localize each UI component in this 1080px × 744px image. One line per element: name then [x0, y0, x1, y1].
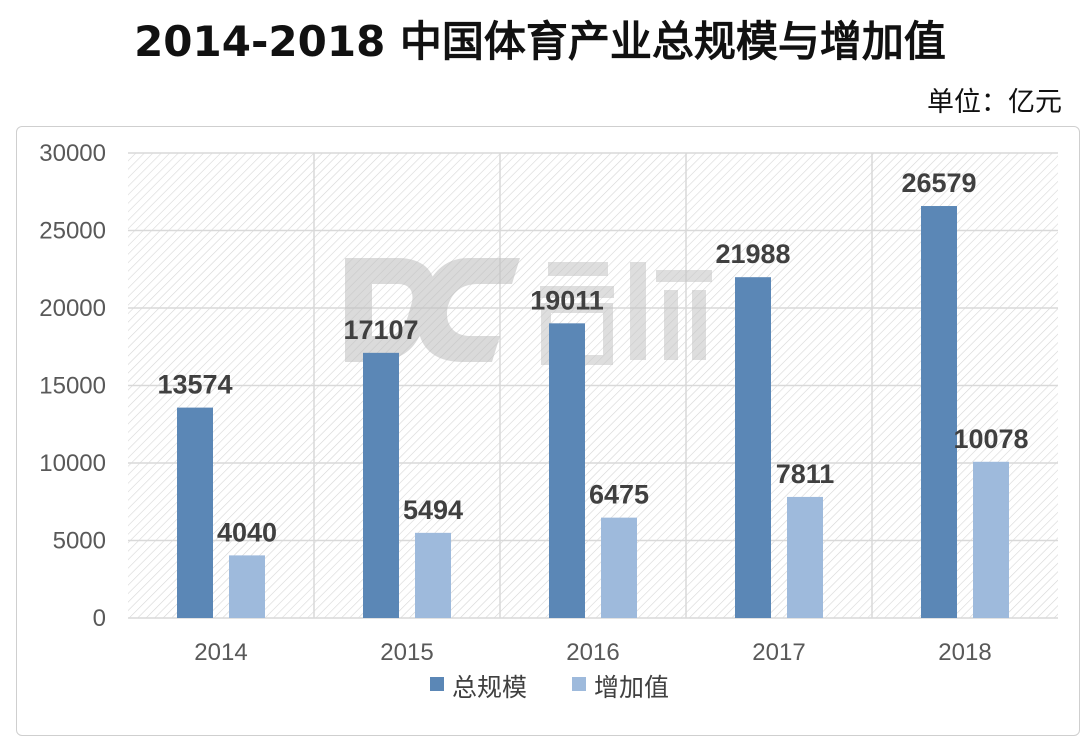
bar-value-added — [415, 532, 451, 618]
y-tick-label: 5000 — [53, 528, 106, 555]
bars — [177, 206, 1009, 618]
y-tick-label: 20000 — [39, 295, 106, 322]
bar-total-scale — [549, 323, 585, 618]
y-tick-label: 0 — [93, 605, 106, 632]
data-labels: 13574 4040 17107 5494 19011 6475 21988 7811 2657… — [157, 168, 1028, 547]
bar-value-added — [601, 517, 637, 618]
y-tick-label: 10000 — [39, 450, 106, 477]
x-axis-ticks: 2014 2015 2016 2017 2018 — [194, 639, 991, 666]
data-label: 17107 — [343, 315, 418, 345]
watermark-logo — [345, 258, 712, 365]
unit-label: 单位：亿元 — [927, 87, 1062, 118]
data-label: 7811 — [776, 459, 835, 489]
gridlines — [128, 152, 1058, 619]
data-label: 5494 — [403, 495, 463, 525]
y-tick-label: 30000 — [39, 140, 106, 167]
data-label: 10078 — [953, 424, 1028, 454]
x-tick-label: 2018 — [938, 639, 991, 666]
legend-swatch — [430, 677, 444, 691]
x-tick-label: 2016 — [566, 639, 619, 666]
bar-value-added — [229, 555, 265, 618]
data-label: 21988 — [715, 239, 790, 269]
data-label: 6475 — [589, 480, 649, 510]
bar-value-added — [787, 496, 823, 618]
y-tick-label: 25000 — [39, 218, 106, 245]
x-tick-label: 2017 — [752, 639, 805, 666]
bar-total-scale — [921, 206, 957, 618]
legend: 总规模 增加值 — [430, 673, 669, 702]
data-label: 19011 — [530, 285, 604, 315]
data-label: 13574 — [157, 370, 232, 400]
x-tick-label: 2015 — [380, 639, 433, 666]
bar-total-scale — [177, 407, 213, 618]
y-axis-ticks: 0 5000 10000 15000 20000 25000 30000 — [39, 140, 106, 632]
legend-label: 总规模 — [452, 673, 527, 702]
bar-value-added — [973, 461, 1009, 618]
legend-swatch — [572, 677, 586, 691]
legend-label: 增加值 — [594, 673, 669, 702]
bar-total-scale — [735, 277, 771, 618]
bar-total-scale — [363, 352, 399, 618]
data-label: 4040 — [217, 517, 277, 547]
y-tick-label: 15000 — [39, 373, 106, 400]
x-tick-label: 2014 — [194, 639, 247, 666]
chart-title: 2014-2018 中国体育产业总规模与增加值 — [134, 17, 946, 66]
data-label: 26579 — [901, 168, 976, 198]
